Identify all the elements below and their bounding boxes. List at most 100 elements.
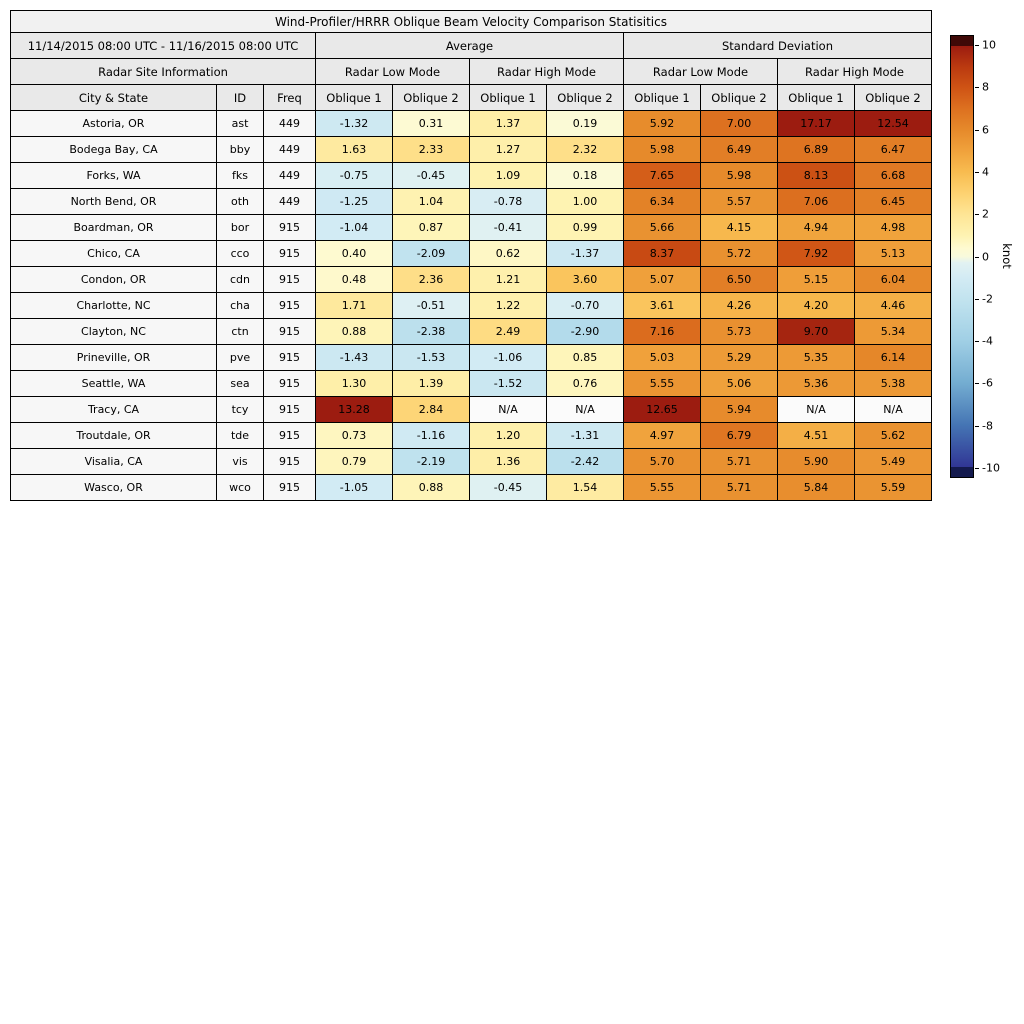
value-cell: 5.49 <box>854 448 932 475</box>
freq-cell: 915 <box>263 422 316 449</box>
value-cell: 5.62 <box>854 422 932 449</box>
value-cell: 1.36 <box>469 448 547 475</box>
value-cell: 1.09 <box>469 162 547 189</box>
value-cell: 4.20 <box>777 292 855 319</box>
value-cell: 5.98 <box>700 162 778 189</box>
freq-cell: 915 <box>263 266 316 293</box>
value-cell: -1.53 <box>392 344 470 371</box>
value-cell: -1.37 <box>546 240 624 267</box>
value-cell: 13.28 <box>315 396 393 423</box>
value-cell: 6.14 <box>854 344 932 371</box>
value-cell: 0.99 <box>546 214 624 241</box>
table-row: Tracy, CA tcy 915 13.28 2.84 N/A N/A 12.65 5.94 N… <box>10 396 932 423</box>
value-cell: 4.46 <box>854 292 932 319</box>
city-cell: Astoria, OR <box>10 110 217 137</box>
value-cell: 0.88 <box>315 318 393 345</box>
value-cell: 0.85 <box>546 344 624 371</box>
table-body: Astoria, OR ast 449 -1.32 0.31 1.37 0.19 5.92 7.… <box>10 110 932 501</box>
value-cell: -2.19 <box>392 448 470 475</box>
oblique-header: Oblique 1 <box>315 84 393 111</box>
value-cell: -1.05 <box>315 474 393 501</box>
table-row: North Bend, OR oth 449 -1.25 1.04 -0.78 1.00 6.… <box>10 188 932 215</box>
value-cell: 6.47 <box>854 136 932 163</box>
oblique-header: Oblique 2 <box>700 84 778 111</box>
value-cell: 0.19 <box>546 110 624 137</box>
value-cell: 5.94 <box>700 396 778 423</box>
city-cell: Clayton, NC <box>10 318 217 345</box>
city-cell: Charlotte, NC <box>10 292 217 319</box>
site-id-cell: vis <box>216 448 264 475</box>
value-cell: 5.66 <box>623 214 701 241</box>
city-cell: Bodega Bay, CA <box>10 136 217 163</box>
value-cell: 5.38 <box>854 370 932 397</box>
value-cell: -0.45 <box>469 474 547 501</box>
city-cell: Forks, WA <box>10 162 217 189</box>
city-cell: Prineville, OR <box>10 344 217 371</box>
colorbar-label: knot <box>1000 243 1014 269</box>
value-cell: -1.43 <box>315 344 393 371</box>
value-cell: 2.36 <box>392 266 470 293</box>
value-cell: 1.20 <box>469 422 547 449</box>
colorbar-tick-label: -6 <box>982 376 993 390</box>
value-cell: 5.84 <box>777 474 855 501</box>
site-id-cell: oth <box>216 188 264 215</box>
value-cell: 6.79 <box>700 422 778 449</box>
freq-cell: 449 <box>263 110 316 137</box>
colorbar-tick-mark <box>975 425 979 427</box>
table-row: Prineville, OR pve 915 -1.43 -1.53 -1.06 0.85 5… <box>10 344 932 371</box>
city-cell: Tracy, CA <box>10 396 217 423</box>
city-state-header: City & State <box>10 84 217 111</box>
value-cell: 5.55 <box>623 370 701 397</box>
value-cell: 0.18 <box>546 162 624 189</box>
site-info-header: Radar Site Information <box>10 58 316 85</box>
value-cell: -1.52 <box>469 370 547 397</box>
value-cell: 7.00 <box>700 110 778 137</box>
value-cell: -0.78 <box>469 188 547 215</box>
colorbar-tick-label: -2 <box>982 292 993 306</box>
city-cell: Visalia, CA <box>10 448 217 475</box>
value-cell: 5.55 <box>623 474 701 501</box>
value-cell: 0.48 <box>315 266 393 293</box>
value-cell: -1.32 <box>315 110 393 137</box>
value-cell: 0.31 <box>392 110 470 137</box>
value-cell: 1.71 <box>315 292 393 319</box>
value-cell: 1.37 <box>469 110 547 137</box>
value-cell: -0.70 <box>546 292 624 319</box>
value-cell: 12.65 <box>623 396 701 423</box>
value-cell: 4.94 <box>777 214 855 241</box>
value-cell: 7.92 <box>777 240 855 267</box>
table-row: Troutdale, OR tde 915 0.73 -1.16 1.20 -1.31 4.9… <box>10 422 932 449</box>
city-cell: Seattle, WA <box>10 370 217 397</box>
colorbar-tick-label: 2 <box>982 207 989 221</box>
colorbar-tick-label: 6 <box>982 123 989 137</box>
value-cell: -1.25 <box>315 188 393 215</box>
column-header-row: City & State ID Freq Oblique 1 Oblique 2… <box>10 84 932 111</box>
colorbar-tick-label: 0 <box>982 250 989 263</box>
value-cell: 1.21 <box>469 266 547 293</box>
site-id-cell: pve <box>216 344 264 371</box>
section-header-row: 11/14/2015 08:00 UTC - 11/16/2015 08:00 … <box>10 32 932 59</box>
colorbar-tick-mark <box>975 171 979 173</box>
section-average-header: Average <box>315 32 624 59</box>
value-cell: -1.16 <box>392 422 470 449</box>
value-cell: 5.72 <box>700 240 778 267</box>
table-row: Clayton, NC ctn 915 0.88 -2.38 2.49 -2.90 7.16 5… <box>10 318 932 345</box>
id-header: ID <box>216 84 264 111</box>
value-cell: 6.34 <box>623 188 701 215</box>
value-cell: N/A <box>777 396 855 423</box>
section-stdev-header: Standard Deviation <box>623 32 932 59</box>
freq-header: Freq <box>263 84 316 111</box>
freq-cell: 915 <box>263 448 316 475</box>
colorbar-tick-mark <box>975 87 979 89</box>
freq-cell: 915 <box>263 396 316 423</box>
value-cell: N/A <box>854 396 932 423</box>
city-cell: Chico, CA <box>10 240 217 267</box>
value-cell: 0.87 <box>392 214 470 241</box>
value-cell: 5.90 <box>777 448 855 475</box>
site-id-cell: cco <box>216 240 264 267</box>
colorbar-tick-mark <box>975 298 979 300</box>
site-id-cell: tde <box>216 422 264 449</box>
value-cell: 5.70 <box>623 448 701 475</box>
value-cell: 4.26 <box>700 292 778 319</box>
colorbar-tick-mark <box>975 129 979 131</box>
